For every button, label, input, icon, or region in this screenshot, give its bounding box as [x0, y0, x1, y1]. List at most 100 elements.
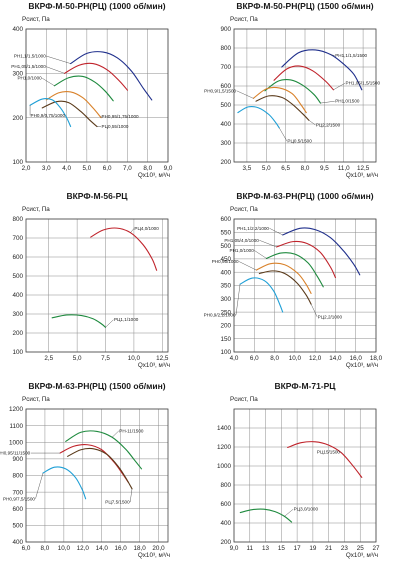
x-tick-label: 8,0: [41, 545, 50, 552]
x-tick-label: 9,0: [164, 165, 173, 172]
label-leader: [284, 509, 294, 517]
series-curve: [276, 240, 336, 279]
label-leader: [105, 319, 114, 328]
y-tick-label: 100: [12, 159, 23, 166]
y-tick-label: 300: [12, 311, 23, 318]
chart-panel-6: ВКРФ-М-71-РЦ Pсист, Па 9,0 11 13 15 17 19 21 23 25…: [208, 380, 415, 570]
x-axis-label: Qх10³, м³/ч: [346, 552, 378, 559]
series-label: РН0,9/2,2/1000: [204, 312, 236, 317]
series-label: РЦ0,5/1500: [287, 139, 312, 144]
series-curve: [45, 90, 102, 119]
series-label: РН0,95/1,75/1000: [102, 114, 139, 119]
y-tick-label: 200: [220, 539, 231, 546]
y-tick-label: 500: [220, 102, 231, 109]
y-tick-label: 400: [220, 520, 231, 527]
x-axis-label: Qх10³, м³/ч: [138, 552, 170, 559]
x-tick-label: 7,5: [101, 355, 110, 362]
series-label: РН0,95/11/1500: [0, 451, 31, 456]
y-tick-label: 400: [12, 26, 23, 33]
y-tick-label: 200: [12, 115, 23, 122]
x-tick-label: 18,0: [370, 355, 383, 362]
series-curve: [90, 227, 158, 271]
chart-svg: ВКРФ-М-50-РН(РЦ) (1000 об/мин) Pсист, Па 2…: [11, 1, 173, 179]
x-tick-label: 8,0: [143, 165, 152, 172]
y-tick-label: 500: [220, 243, 231, 250]
label-leader: [333, 82, 346, 90]
x-tick-label: 10,0: [128, 355, 141, 362]
x-tick-label: 5,0: [73, 355, 82, 362]
y-tick-label: 1100: [9, 423, 23, 430]
series-curve: [258, 270, 312, 305]
series-curve: [65, 430, 143, 470]
label-leader: [320, 101, 335, 104]
series-label: РН1,05/1,5/1000: [11, 64, 46, 69]
x-tick-label: 5,0: [262, 165, 271, 172]
label-leader: [340, 451, 342, 453]
x-tick-label: 12,0: [77, 545, 90, 552]
plot-frame: [25, 28, 169, 163]
y-axis-label: Pсист, Па: [230, 396, 258, 403]
x-tick-label: 6,0: [22, 545, 31, 552]
y-tick-label: 700: [12, 235, 23, 242]
plot-frame: [233, 28, 377, 163]
label-leader: [254, 250, 267, 259]
series-label: РН1,0/1000: [17, 76, 42, 81]
y-tick-label: 550: [220, 230, 231, 237]
chart-title: ВКРФ-М-71-РЦ: [274, 381, 336, 391]
y-tick-label: 700: [220, 64, 231, 71]
series-curve: [252, 86, 307, 114]
y-tick-label: 800: [220, 45, 231, 52]
x-tick-label: 3,5: [243, 165, 252, 172]
series-label: РН1,05/1,5/1500: [346, 81, 381, 86]
series-curve: [273, 65, 334, 91]
y-tick-label: 1200: [9, 406, 24, 413]
series-curve: [239, 508, 293, 523]
y-tick-label: 1400: [217, 425, 232, 432]
chart-svg: ВКРФ-М-71-РЦ Pсист, Па 9,0 11 13 15 17 19 21 23 25…: [217, 381, 380, 559]
y-tick-label: 600: [220, 83, 231, 90]
y-tick-label: 200: [220, 159, 231, 166]
x-axis-label: Qх10³, м³/ч: [346, 362, 378, 369]
x-tick-label: 9,0: [230, 545, 239, 552]
series-curve: [70, 51, 153, 101]
x-tick-label: 16,0: [350, 355, 363, 362]
y-tick-label: 900: [220, 26, 231, 33]
label-leader: [259, 240, 277, 248]
series-label: РН1,1/2,2/1000: [237, 226, 269, 231]
label-leader: [35, 472, 44, 499]
plot-frame: [25, 218, 169, 353]
x-tick-label: 2,0: [22, 165, 31, 172]
x-tick-label: 9,5: [320, 165, 329, 172]
y-tick-label: 500: [12, 523, 23, 530]
series-label: РН0,9/0,75/1000: [31, 113, 66, 118]
chart-title: ВКРФ-М-56-РЦ: [66, 191, 128, 201]
x-tick-label: 14,0: [96, 545, 109, 552]
y-tick-label: 600: [220, 501, 231, 508]
y-tick-label: 700: [12, 489, 23, 496]
series-curve: [282, 227, 361, 276]
chart-panel-2: ВКРФ-М-50-РН(РЦ) (1500 об/мин) Pсист, Па 3…: [204, 0, 415, 190]
y-tick-label: 200: [12, 330, 23, 337]
label-leader: [112, 430, 119, 438]
y-tick-label: 1200: [217, 444, 232, 451]
y-tick-label: 300: [12, 71, 23, 78]
x-tick-label: 15: [278, 545, 286, 552]
y-tick-label: 100: [12, 349, 23, 356]
series-label: РН1,05/4,0/1000: [224, 238, 259, 243]
series-label: РН0,9/1,5/1500: [204, 88, 236, 93]
y-tick-label: 900: [12, 456, 23, 463]
x-tick-label: 4,0: [62, 165, 71, 172]
series-label: РН1,1/1,5/1000: [14, 54, 46, 59]
y-tick-label: 1000: [217, 463, 232, 470]
y-tick-label: 600: [12, 506, 23, 513]
y-tick-label: 400: [220, 121, 231, 128]
chart-panel-4: ВКРФ-М-63-РН(РЦ) (1000 об/мин) Pсист, Па 4…: [204, 190, 415, 380]
y-tick-label: 150: [220, 336, 231, 343]
label-leader: [236, 90, 254, 99]
y-axis-label: Pсист, Па: [230, 206, 258, 213]
label-leader: [330, 54, 335, 56]
x-axis-label: Qх10³, м³/ч: [138, 362, 170, 369]
label-leader: [235, 284, 241, 315]
series-label: РЦ4,0/1000: [134, 226, 159, 231]
x-tick-label: 11,0: [338, 165, 350, 172]
